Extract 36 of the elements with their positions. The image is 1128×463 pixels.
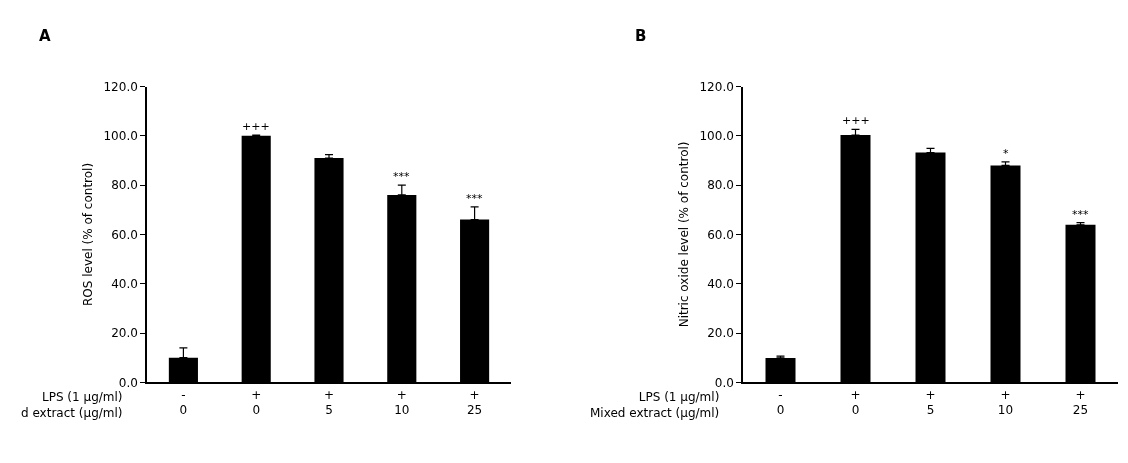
y-axis-title: ROS level (% of control) xyxy=(81,162,96,306)
annotation: * xyxy=(1003,147,1009,160)
x-tick-label: - 0 xyxy=(179,387,188,418)
y-tick-label: 0.0 xyxy=(714,375,734,390)
y-tick-label: 40.0 xyxy=(111,276,138,291)
x-tick-label: + 25 xyxy=(466,387,483,418)
y-tick-label: 100.0 xyxy=(699,129,734,144)
y-tick-label: 20.0 xyxy=(707,326,734,341)
x-tick-label: + 0 xyxy=(850,387,861,418)
x-tick-label: + 0 xyxy=(251,387,262,418)
x-tick-label: + 5 xyxy=(323,387,335,418)
y-tick-label: 0.0 xyxy=(118,375,138,390)
y-tick-label: 40.0 xyxy=(707,276,734,291)
annotation: +++ xyxy=(242,120,270,133)
y-tick-label: 120.0 xyxy=(699,79,734,94)
y-tick-label: 20.0 xyxy=(111,326,138,341)
y-tick-label: 80.0 xyxy=(707,178,734,193)
x-tick-label: + 5 xyxy=(925,387,936,418)
x-tick-label: + 25 xyxy=(1072,387,1089,418)
annotation: +++ xyxy=(842,114,870,127)
y-tick-label: 60.0 xyxy=(707,227,734,242)
chart-title: A xyxy=(39,27,51,45)
y-tick-label: 80.0 xyxy=(111,178,138,193)
x-tick-label: + 10 xyxy=(997,387,1014,418)
x-axis-title: LPS (1 μg/ml) Mixed extract (μg/ml) xyxy=(590,390,720,420)
annotation: *** xyxy=(466,192,483,205)
x-tick-label: + 10 xyxy=(394,387,410,418)
y-tick-label: 60.0 xyxy=(111,227,138,242)
x-tick-label: - 0 xyxy=(776,387,785,418)
y-tick-label: 120.0 xyxy=(103,79,138,94)
chart-title: B xyxy=(635,27,647,45)
y-axis-title: Nitric oxide level (% of control) xyxy=(677,141,692,328)
y-tick-label: 100.0 xyxy=(103,129,138,144)
x-axis-title: LPS (1 μg/ml) d extract (μg/ml) xyxy=(21,390,123,420)
annotation: *** xyxy=(393,170,410,183)
annotation: *** xyxy=(1072,208,1089,221)
